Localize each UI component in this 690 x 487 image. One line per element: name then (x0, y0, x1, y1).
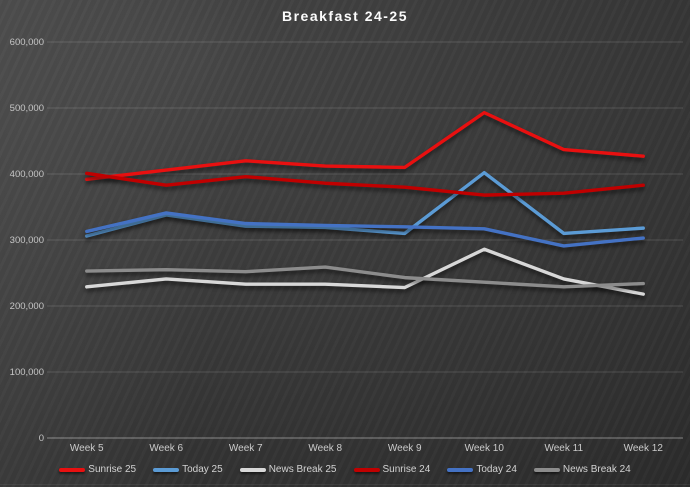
x-axis-tick-label: Week 10 (464, 443, 504, 454)
x-axis-tick-label: Week 11 (544, 443, 584, 454)
series-line-today-25 (85, 170, 645, 238)
series-line-today-24 (85, 211, 645, 248)
x-axis-tick-label: Week 7 (228, 443, 263, 454)
legend-item-sunrise-24: Sunrise 24 (353, 464, 431, 476)
x-axis-tick-label: Week 9 (387, 443, 422, 454)
series-line-news-break-24 (85, 265, 645, 289)
x-axis-tick-label: Week 12 (623, 443, 663, 454)
bottom-sheen-divider (0, 484, 690, 485)
y-axis-tick-label: 400,000 (9, 168, 44, 180)
legend-item-sunrise-25: Sunrise 25 (59, 464, 136, 476)
x-axis-tick-label: Week 5 (69, 443, 104, 454)
x-axis-tick-label: Week 6 (149, 443, 184, 454)
series-line-news-break-25 (85, 247, 645, 296)
y-axis-tick-label: 100,000 (9, 366, 44, 378)
legend-label: Today 25 (182, 464, 223, 475)
legend-item-today-25: Today 25 (153, 464, 223, 476)
y-axis-tick-label: 600,000 (9, 36, 44, 48)
legend-swatch-icon (153, 468, 180, 472)
legend-swatch-icon (447, 468, 474, 472)
legend-label: News Break 24 (562, 464, 631, 475)
y-axis-tick-label: 500,000 (9, 102, 44, 114)
legend-swatch-icon (239, 468, 266, 472)
legend-swatch-icon (353, 468, 380, 472)
legend-item-news-break-25: News Break 25 (239, 464, 337, 476)
legend-label: Sunrise 25 (88, 464, 137, 475)
legend-item-today-24: Today 24 (447, 464, 517, 476)
legend-item-news-break-24: News Break 24 (533, 464, 631, 476)
legend-label: Today 24 (476, 464, 517, 475)
legend-swatch-icon (59, 468, 86, 472)
chart-legend: Sunrise 25 Today 25 News Break 25 Sunrise 2… (0, 464, 690, 476)
legend-label: News Break 25 (268, 464, 337, 475)
chart-title: Breakfast 24-25 (281, 8, 408, 24)
x-axis-tick-label: Week 8 (308, 443, 343, 454)
y-axis-tick-label: 300,000 (9, 234, 44, 246)
series-line-sunrise-25 (85, 110, 645, 181)
legend-swatch-icon (533, 468, 560, 472)
legend-label: Sunrise 24 (382, 464, 431, 475)
series-line-sunrise-24 (85, 171, 645, 197)
y-axis-tick-label: 200,000 (9, 300, 44, 312)
y-axis-tick-label: 0 (38, 432, 44, 444)
